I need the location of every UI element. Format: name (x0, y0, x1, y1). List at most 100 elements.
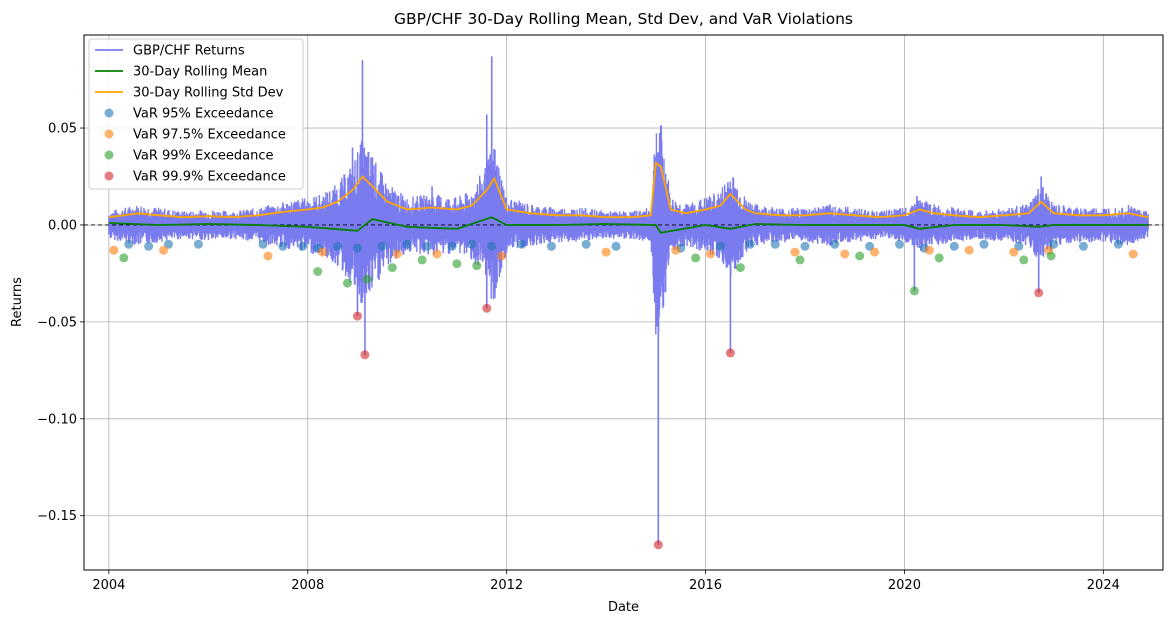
exceedance-point (193, 239, 203, 249)
exceedance-point (164, 239, 173, 249)
exceedance-point (387, 263, 397, 273)
exceedance-point (1049, 239, 1059, 249)
exceedance-point (402, 239, 412, 249)
x-tick-label: 2012 (490, 578, 523, 593)
exceedance-point (1128, 249, 1138, 259)
y-tick-label: −0.15 (37, 509, 77, 524)
x-tick-label: 2024 (1087, 578, 1120, 593)
legend-label: 30-Day Rolling Std Dev (133, 86, 284, 101)
exceedance-point (487, 241, 497, 251)
exceedance-point (447, 241, 457, 251)
exceedance-point (1034, 288, 1044, 298)
exceedance-point (392, 249, 402, 259)
exceedance-point (124, 239, 134, 249)
legend-label: 30-Day Rolling Mean (133, 65, 267, 80)
x-tick-label: 2008 (291, 578, 324, 593)
exceedance-point (467, 239, 477, 249)
exceedance-point (964, 245, 974, 255)
rolling-layer (108, 161, 1149, 234)
legend-marker-swatch (104, 129, 114, 139)
y-tick-label: 0.00 (48, 218, 77, 233)
exceedance-point (671, 245, 681, 255)
chart-title: GBP/CHF 30-Day Rolling Mean, Std Dev, an… (394, 10, 853, 28)
exceedance-point (482, 303, 492, 313)
exceedance-point (601, 247, 611, 257)
y-tick-label: −0.10 (37, 412, 77, 427)
legend: GBP/CHF Returns 30-Day Rolling Mean 30-Day… (88, 38, 304, 190)
exceedance-point (144, 241, 154, 251)
legend-marker-swatch (104, 150, 114, 160)
exceedance-point (924, 245, 934, 255)
legend-label: GBP/CHF Returns (133, 44, 245, 59)
exceedance-point (159, 245, 169, 255)
series-line (108, 161, 1149, 219)
exceedance-point (452, 259, 462, 269)
exceedance-point (333, 241, 343, 251)
exceedance-point (909, 286, 919, 296)
exceedance-point (472, 261, 482, 271)
exceedance-point (934, 253, 944, 263)
exceedance-point (840, 249, 850, 259)
exceedance-point (109, 245, 119, 255)
legend-box (88, 38, 304, 190)
legend-marker-swatch (104, 171, 114, 181)
x-tick-label: 2016 (689, 578, 722, 593)
x-axis: 2004 2008 2012 2016 2020 2024 (92, 570, 1120, 593)
exceedance-point (298, 241, 308, 251)
legend-label: VaR 97.5% Exceedance (133, 128, 286, 143)
exceedance-point (353, 243, 362, 253)
plot-frame (83, 34, 1164, 571)
exceedance-point (1078, 241, 1088, 251)
exceedance-point (313, 267, 323, 276)
legend-label: VaR 99% Exceedance (133, 149, 273, 164)
exceedance-point (1009, 247, 1019, 257)
exceedance-point (517, 239, 527, 249)
exceedance-point (790, 247, 800, 257)
exceedance-layer (109, 239, 1138, 550)
exceedance-point (263, 251, 273, 261)
exceedance-point (360, 350, 370, 360)
exceedance-point (362, 274, 372, 284)
exceedance-point (353, 311, 362, 321)
exceedance-point (800, 241, 810, 251)
exceedance-point (949, 241, 959, 251)
exceedance-point (581, 239, 591, 249)
exceedance-point (653, 540, 663, 550)
legend-label: VaR 99.9% Exceedance (133, 170, 286, 185)
legend-label: VaR 95% Exceedance (133, 107, 273, 122)
exceedance-point (795, 255, 805, 265)
exceedance-point (1019, 255, 1029, 265)
exceedance-point (422, 241, 432, 251)
exceedance-point (830, 239, 840, 249)
exceedance-point (716, 241, 725, 251)
exceedance-point (278, 241, 288, 251)
exceedance-point (417, 255, 427, 265)
exceedance-point (979, 239, 989, 249)
exceedance-point (318, 247, 328, 257)
exceedance-point (343, 278, 352, 288)
exceedance-point (1113, 239, 1123, 249)
exceedance-point (611, 241, 621, 251)
exceedance-point (377, 241, 387, 251)
exceedance-point (691, 253, 701, 263)
exceedance-point (119, 253, 129, 263)
exceedance-point (1046, 251, 1056, 261)
exceedance-point (497, 251, 507, 261)
y-tick-label: 0.05 (48, 122, 77, 137)
x-tick-label: 2020 (888, 578, 921, 593)
y-axis: 0.05 0.00 −0.05 −0.10 −0.15 (37, 122, 84, 524)
exceedance-point (725, 348, 735, 358)
exceedance-point (895, 239, 904, 249)
exceedance-point (432, 249, 442, 259)
x-tick-label: 2004 (92, 578, 125, 593)
exceedance-point (258, 239, 268, 249)
exceedance-point (770, 239, 780, 249)
exceedance-point (706, 249, 715, 259)
exceedance-point (870, 247, 880, 257)
series-line (108, 216, 1149, 234)
y-tick-label: −0.05 (37, 315, 77, 330)
legend-marker-swatch (104, 108, 114, 118)
exceedance-point (855, 251, 865, 261)
exceedance-point (745, 239, 755, 249)
